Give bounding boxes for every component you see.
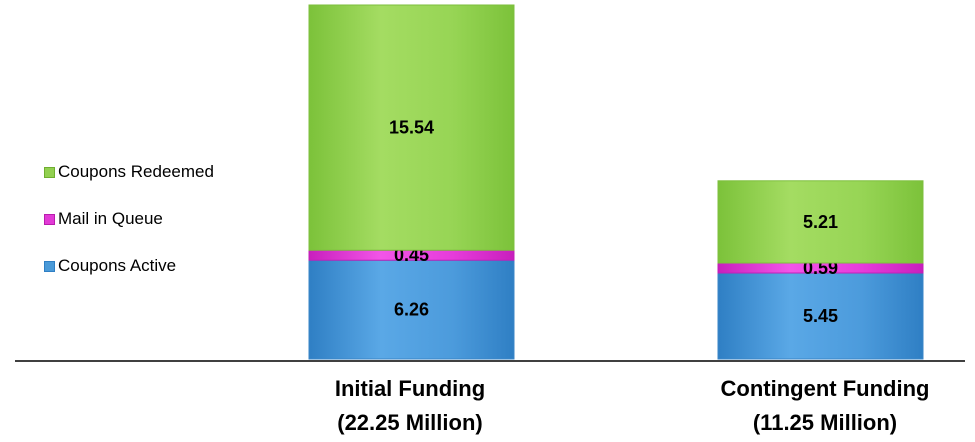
- category-label-contingent-funding-line1: Contingent Funding: [720, 376, 930, 401]
- data-label-contingent-funding-coupons-redeemed: 5.21: [803, 212, 838, 232]
- legend-label-coupons-active: Coupons Active: [58, 256, 177, 275]
- bar-initial-funding-coupons-redeemed: [308, 4, 515, 251]
- data-label-initial-funding-coupons-active: 6.26: [394, 300, 429, 320]
- legend: Coupons Redeemed Mail in Queue Coupons A…: [44, 158, 214, 299]
- category-label-contingent-funding-line2: (11.25 Million): [752, 410, 898, 435]
- category-label-contingent-funding: Contingent Funding (11.25 Million): [700, 372, 950, 440]
- category-label-initial-funding: Initial Funding (22.25 Million): [300, 372, 520, 440]
- data-label-initial-funding-coupons-redeemed: 15.54: [389, 118, 434, 138]
- bar-initial-funding-coupons-active: [308, 259, 515, 360]
- category-label-initial-funding-line2: (22.25 Million): [337, 410, 483, 435]
- legend-swatch-mail-in-queue: [44, 213, 55, 225]
- legend-swatch-coupons-active: [44, 260, 55, 272]
- legend-swatch-coupons-redeemed: [44, 166, 55, 178]
- category-label-initial-funding-line1: Initial Funding: [334, 376, 486, 401]
- legend-label-mail-in-queue: Mail in Queue: [58, 209, 163, 228]
- bar-contingent-funding-coupons-active: [717, 272, 924, 360]
- legend-item-coupons-active: Coupons Active: [44, 252, 214, 280]
- data-label-contingent-funding-coupons-active: 5.45: [803, 306, 838, 326]
- legend-label-coupons-redeemed: Coupons Redeemed: [58, 162, 214, 181]
- bar-contingent-funding-coupons-redeemed: [717, 180, 924, 264]
- legend-item-coupons-redeemed: Coupons Redeemed: [44, 158, 214, 186]
- legend-item-mail-in-queue: Mail in Queue: [44, 205, 214, 233]
